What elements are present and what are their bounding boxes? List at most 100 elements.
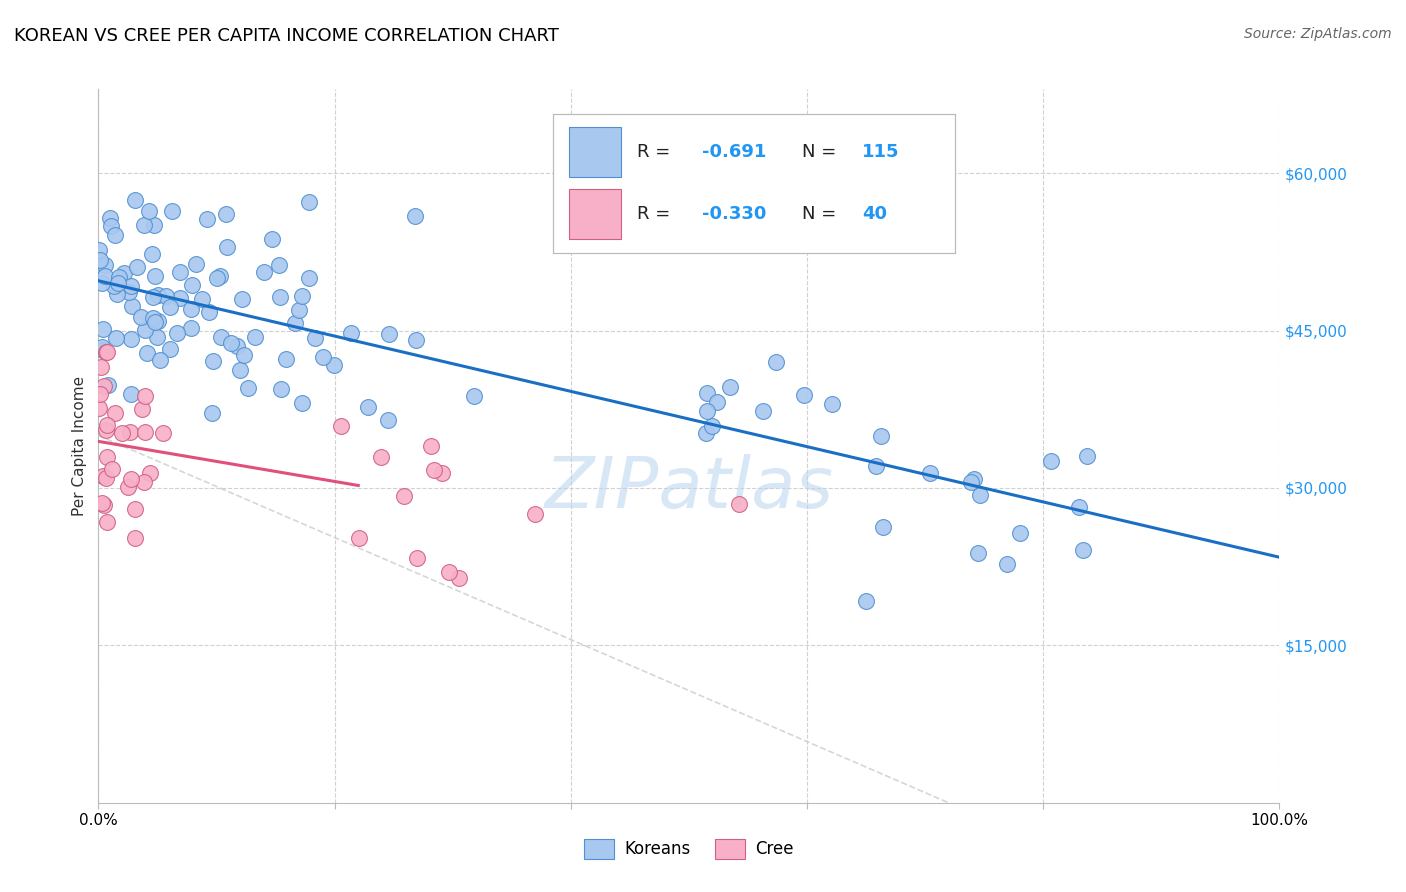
- Text: KOREAN VS CREE PER CAPITA INCOME CORRELATION CHART: KOREAN VS CREE PER CAPITA INCOME CORRELA…: [14, 27, 560, 45]
- Point: [93, 258, 115, 272]
- Point: [117, 480, 139, 494]
- Point: [323, 358, 346, 372]
- Point: [201, 406, 224, 420]
- Point: [138, 204, 160, 219]
- Point: [217, 240, 239, 254]
- Point: [236, 381, 259, 395]
- Point: [312, 350, 335, 364]
- Point: [821, 397, 844, 411]
- Point: [432, 466, 454, 480]
- Point: [104, 331, 127, 345]
- Point: [91, 276, 114, 290]
- Point: [181, 277, 204, 292]
- Point: [89, 252, 111, 267]
- Point: [93, 379, 115, 393]
- Point: [1076, 449, 1098, 463]
- Point: [180, 301, 202, 316]
- Point: [134, 389, 156, 403]
- Point: [124, 501, 146, 516]
- Point: [186, 257, 208, 271]
- Point: [752, 404, 775, 418]
- Point: [995, 557, 1018, 571]
- Point: [1040, 454, 1063, 468]
- Point: [205, 270, 228, 285]
- Point: [94, 344, 117, 359]
- Point: [215, 207, 238, 221]
- Point: [132, 475, 155, 490]
- Point: [89, 243, 111, 257]
- Point: [420, 439, 443, 453]
- Point: [269, 290, 291, 304]
- Point: [127, 260, 149, 275]
- Point: [94, 471, 117, 485]
- Point: [967, 546, 990, 560]
- Point: [198, 305, 221, 319]
- Point: [404, 209, 426, 223]
- Point: [437, 565, 460, 579]
- Point: [124, 193, 146, 207]
- Point: [260, 232, 283, 246]
- Point: [104, 227, 127, 242]
- Point: [87, 401, 110, 416]
- Point: [228, 363, 250, 377]
- Point: [208, 268, 231, 283]
- Point: [298, 271, 321, 285]
- Point: [195, 211, 218, 226]
- Point: [288, 302, 311, 317]
- Point: [219, 336, 242, 351]
- Point: [96, 515, 118, 529]
- Point: [793, 388, 815, 402]
- Point: [91, 343, 114, 357]
- Point: [120, 332, 142, 346]
- Point: [696, 386, 718, 401]
- Point: [253, 265, 276, 279]
- Point: [695, 425, 717, 440]
- Point: [231, 292, 253, 306]
- Point: [865, 458, 887, 473]
- Text: Source: ZipAtlas.com: Source: ZipAtlas.com: [1244, 27, 1392, 41]
- Point: [169, 292, 191, 306]
- Point: [90, 360, 112, 375]
- Point: [349, 531, 371, 545]
- Point: [131, 401, 153, 416]
- Point: [152, 425, 174, 440]
- Point: [918, 467, 941, 481]
- Point: [298, 195, 321, 210]
- Point: [107, 277, 129, 291]
- Point: [765, 355, 787, 369]
- Point: [339, 326, 361, 340]
- Point: [243, 330, 266, 344]
- Point: [120, 279, 142, 293]
- Point: [1010, 525, 1032, 540]
- Point: [449, 571, 471, 585]
- Point: [370, 450, 392, 465]
- Point: [463, 389, 485, 403]
- Point: [90, 495, 112, 509]
- Point: [180, 321, 202, 335]
- Point: [96, 423, 118, 437]
- Point: [108, 270, 131, 285]
- Point: [121, 299, 143, 313]
- Point: [143, 268, 166, 283]
- Point: [423, 463, 446, 477]
- Point: [1069, 500, 1091, 514]
- Point: [291, 288, 314, 302]
- Point: [118, 285, 141, 300]
- Point: [233, 348, 256, 362]
- Point: [356, 400, 378, 414]
- Point: [101, 462, 124, 476]
- Point: [149, 353, 172, 368]
- Point: [120, 472, 142, 486]
- Point: [129, 310, 152, 324]
- Point: [274, 351, 297, 366]
- Point: [97, 378, 120, 392]
- Point: [134, 425, 156, 439]
- Point: [377, 413, 399, 427]
- Point: [98, 211, 121, 226]
- Point: [284, 316, 307, 330]
- Point: [870, 429, 893, 443]
- Point: [706, 395, 728, 409]
- Point: [96, 344, 118, 359]
- Point: [145, 315, 167, 329]
- Point: [959, 475, 981, 490]
